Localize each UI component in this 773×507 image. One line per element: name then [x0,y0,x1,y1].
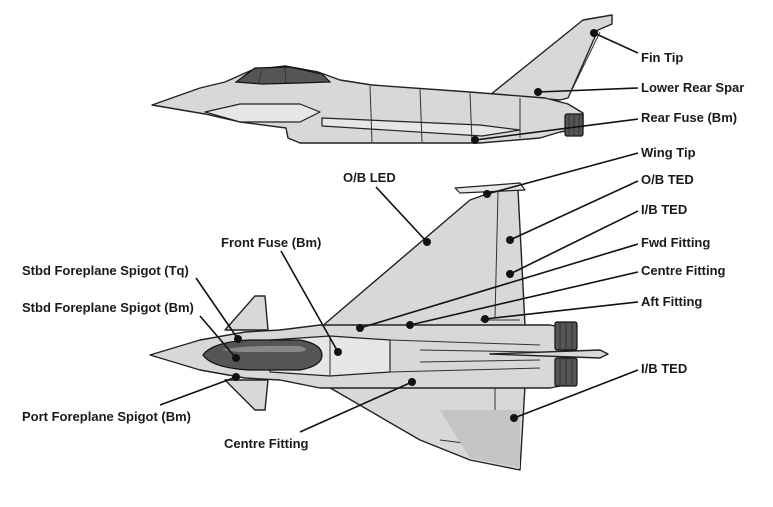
leader-lower-rear-spar [537,87,639,93]
label-centre-fitting-bottom: Centre Fitting [224,436,309,451]
point-stbd-foreplane-tq [234,335,242,343]
point-port-foreplane-bm [232,373,240,381]
leader-stbd-foreplane-bm [199,315,237,359]
point-fin-tip [590,29,598,37]
side-fin-rudder-line [567,31,601,99]
point-ib-ted-lower [510,414,518,422]
top-port-wing-shade [440,410,520,468]
side-intake [204,103,321,123]
leader-front-fuse [280,250,339,353]
side-canopy [234,66,332,85]
point-stbd-foreplane-bm [232,354,240,362]
point-centre-fitting-right [406,321,414,329]
label-port-foreplane-spigot-bm: Port Foreplane Spigot (Bm) [22,409,191,424]
point-rear-fuse [471,136,479,144]
leader-aft-fitting [484,301,639,320]
leader-centre-fitting-right [409,271,639,326]
label-centre-fitting-right: Centre Fitting [641,263,726,278]
label-fwd-fitting: Fwd Fitting [641,235,711,250]
label-ib-ted-lower: I/B TED [641,361,688,376]
label-rear-fuse-bm: Rear Fuse (Bm) [641,110,738,125]
top-wing-tip-pod [454,182,526,194]
label-stbd-foreplane-spigot-bm: Stbd Foreplane Spigot (Bm) [22,300,194,315]
leader-port-foreplane-bm [159,376,237,406]
top-canopy [202,339,323,371]
top-canopy-highlight [222,345,306,352]
label-ob-ted: O/B TED [641,172,694,187]
label-wing-tip: Wing Tip [641,145,696,160]
label-aft-fitting: Aft Fitting [641,294,703,309]
point-wing-tip [483,190,491,198]
point-fwd-fitting [356,324,364,332]
side-fin [489,14,613,101]
top-fuselage-lines [329,336,541,376]
leader-ob-ted [509,180,639,241]
point-centre-fitting-bottom [408,378,416,386]
point-ib-ted-upper [506,270,514,278]
top-nozzle-rings [559,322,573,386]
leader-ib-ted-upper [509,210,639,275]
leader-wing-tip [486,152,639,195]
label-ib-ted-upper: I/B TED [641,202,688,217]
label-lower-rear-spar: Lower Rear Spar [641,80,745,95]
label-ob-led: O/B LED [343,170,396,185]
side-panel-lines [369,85,521,143]
side-nozzle-rings [568,114,580,136]
label-stbd-foreplane-spigot-tq: Stbd Foreplane Spigot (Tq) [22,263,189,278]
point-lower-rear-spar [534,88,542,96]
side-canopy-frame [257,67,287,85]
leader-ob-led [375,186,428,243]
top-port-foreplane [224,379,269,411]
leader-fin-tip [593,32,639,54]
top-tail-spike [489,349,609,359]
point-aft-fitting [481,315,489,323]
leader-centre-fitting-bottom [299,381,413,433]
point-ob-ted [506,236,514,244]
leader-rear-fuse [474,118,639,141]
top-view-aircraft [149,182,609,471]
leader-fwd-fitting [359,243,639,329]
top-stbd-foreplane [224,295,269,331]
point-ob-led [423,238,431,246]
label-fin-tip: Fin Tip [641,50,684,65]
leader-ib-ted-lower [513,369,639,419]
side-view-aircraft [151,14,613,144]
point-front-fuse [334,348,342,356]
leader-lines [159,29,639,433]
leader-stbd-foreplane-tq [195,277,239,340]
label-front-fuse-bm: Front Fuse (Bm) [221,235,322,250]
